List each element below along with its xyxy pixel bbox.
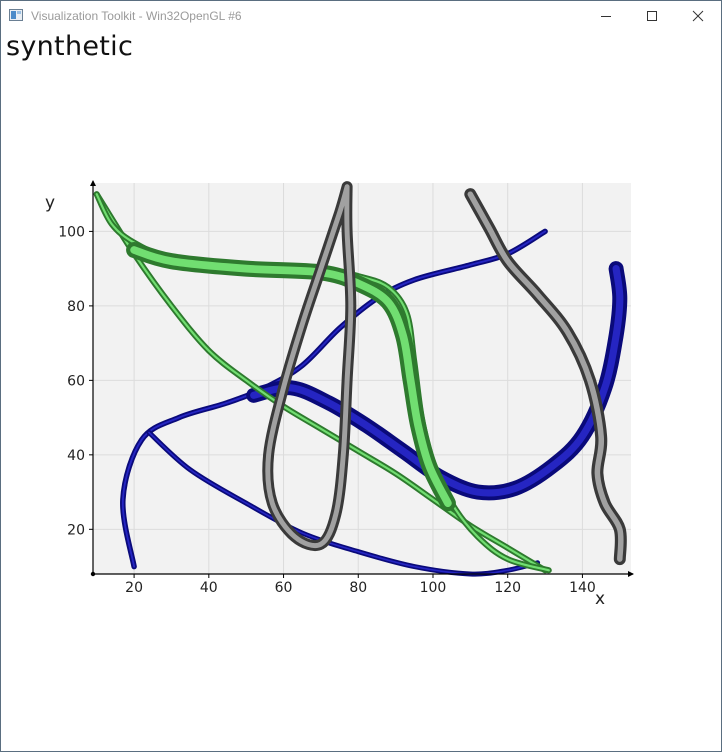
tube-highlight (130, 246, 452, 508)
tube-highlight (265, 184, 354, 549)
x-axis-label: x (595, 589, 605, 609)
axis-origin-dot (90, 571, 96, 577)
x-tick-label: 60 (275, 580, 293, 596)
maximize-icon (647, 11, 657, 21)
chart-title: synthetic (6, 31, 134, 62)
maximize-button[interactable] (629, 1, 675, 31)
x-tick-label: 140 (569, 580, 596, 596)
window-title: Visualization Toolkit - Win32OpenGL #6 (31, 9, 242, 23)
tube-highlight (121, 230, 547, 568)
y-axis-label: y (45, 193, 55, 213)
tube-series-3 (246, 261, 628, 501)
x-tick-label: 20 (125, 580, 143, 596)
minimize-button[interactable] (583, 1, 629, 31)
x-tick-label: 40 (200, 580, 218, 596)
tube-highlight (467, 191, 624, 562)
x-tick-label: 80 (349, 580, 367, 596)
x-tick-label: 100 (420, 580, 447, 596)
tube-series-6 (126, 242, 456, 512)
tube-series-2 (146, 430, 541, 577)
tube-series-8 (262, 181, 357, 552)
tube-highlight (250, 265, 624, 497)
y-axis-arrow (90, 180, 96, 186)
y-tick-label: 20 (67, 522, 85, 538)
x-tick-label: 120 (494, 580, 521, 596)
plot-area (93, 183, 631, 574)
x-axis-arrow (628, 571, 634, 577)
app-icon (9, 9, 23, 21)
close-button[interactable] (675, 1, 721, 31)
tube-series-7 (464, 188, 627, 566)
y-tick-label: 100 (58, 224, 85, 240)
title-bar[interactable]: Visualization Toolkit - Win32OpenGL #6 (1, 1, 721, 31)
y-tick-label: 60 (67, 373, 85, 389)
y-tick-label: 40 (67, 448, 85, 464)
y-tick-label: 80 (67, 299, 85, 315)
minimize-icon (601, 16, 611, 17)
tube-series-1 (120, 228, 548, 570)
close-icon (692, 10, 704, 22)
tube-highlight (148, 431, 539, 575)
